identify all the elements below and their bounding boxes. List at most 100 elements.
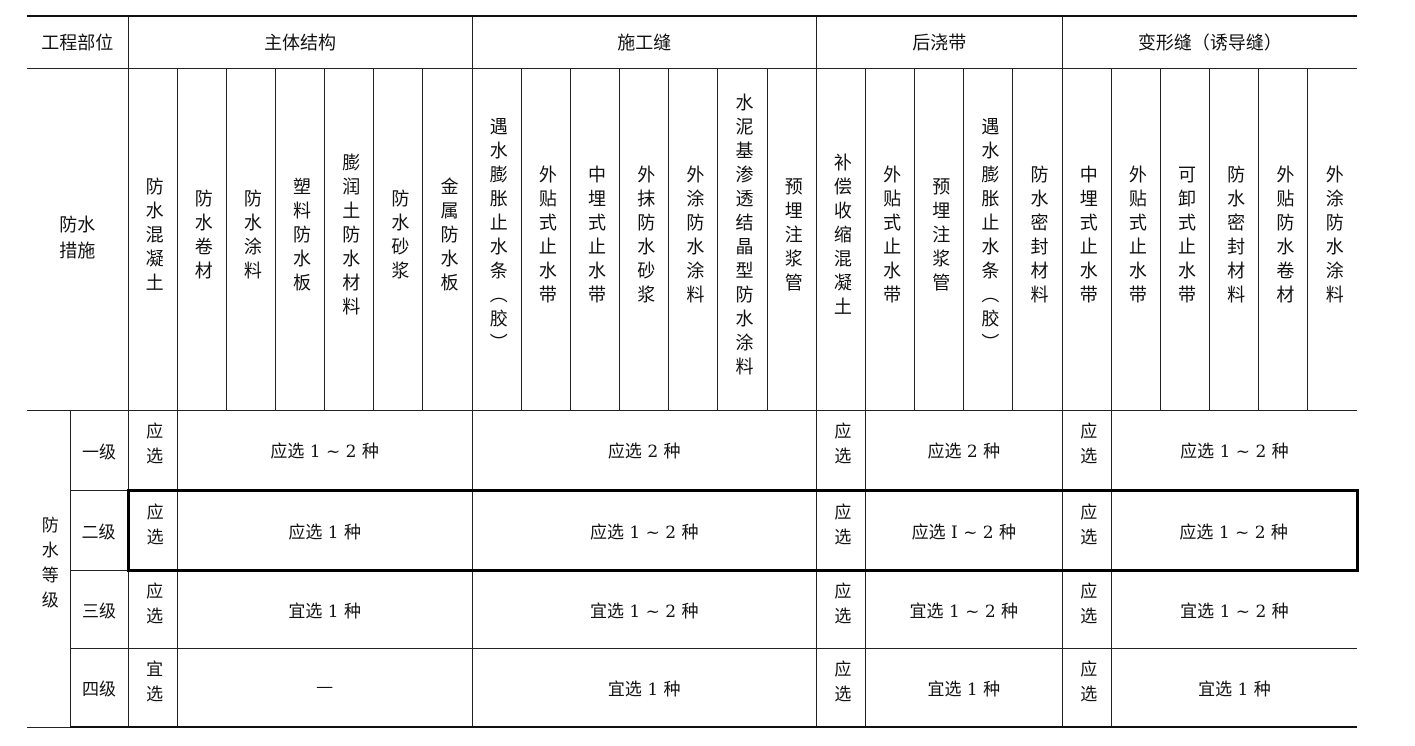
requirement-cell: 应选 1 ~ 2 种: [471, 488, 817, 572]
requirement-text: 应选: [830, 422, 851, 472]
requirement-cell: 宜选: [127, 647, 178, 728]
measure-header-cell: 金属防水板: [422, 67, 473, 411]
requirement-cell: 应选: [126, 488, 178, 572]
requirement-cell: 应选 1 ~ 2 种: [1110, 488, 1359, 572]
requirement-cell: 应选: [815, 569, 866, 649]
measure-header-cell: 防水密封材料: [1209, 67, 1260, 411]
requirement-text: 应选: [830, 659, 851, 710]
requirement-text: 应选: [830, 582, 851, 632]
measure-header-cell: 外贴防水卷材: [1258, 67, 1309, 411]
measure-name: 水泥基渗透结晶型防水涂料: [732, 92, 754, 381]
group-main-structure: 主体结构: [127, 15, 473, 69]
waterproofing-table: 工程部位 主体结构 施工缝 后浇带 变形缝（诱导缝） 防水措施 防水混凝土 防水卷…: [27, 15, 1359, 728]
requirement-cell: 宜选 1 ~ 2 种: [1110, 569, 1358, 649]
measure-name: 防水砂浆: [388, 188, 410, 285]
measure-header-cell: 外涂防水涂料: [1307, 67, 1358, 411]
requirement-text: 应选: [1076, 502, 1097, 553]
requirement-text: 应选: [142, 582, 163, 632]
requirement-text: 应选: [1076, 659, 1097, 710]
measure-header-cell: 防水涂料: [225, 67, 276, 411]
requirement-cell: 应选 2 种: [864, 409, 1063, 491]
measure-name: 膨润土防水材料: [339, 152, 361, 321]
requirement-cell: 应选: [815, 647, 866, 728]
measure-name: 补偿收缩混凝土: [830, 152, 852, 321]
measure-name: 金属防水板: [437, 176, 459, 297]
measure-header-cell: 外抹防水砂浆: [619, 67, 670, 411]
measure-name: 外涂防水涂料: [1322, 164, 1344, 309]
requirement-text: 应选: [830, 502, 851, 553]
requirement-cell: 应选 I ~ 2 种: [864, 488, 1063, 572]
requirement-cell: 宜选 1 种: [176, 569, 473, 649]
measure-name: 外贴防水卷材: [1273, 164, 1295, 309]
measure-name: 外贴式止水带: [535, 164, 557, 309]
measure-header-cell: 中埋式止水带: [569, 67, 621, 411]
requirement-cell: 应选 2 种: [471, 409, 817, 491]
measure-label: 防水措施: [59, 215, 96, 262]
measure-name: 防水涂料: [240, 188, 262, 285]
group-construction-joint: 施工缝: [471, 15, 817, 69]
measure-name: 塑料防水板: [290, 176, 312, 297]
grade-level: 二级: [69, 489, 129, 571]
measure-name: 遇水膨胀止水条（胶）: [978, 116, 1000, 357]
requirement-cell: 宜选 1 种: [864, 647, 1063, 728]
requirement-cell: 应选: [1061, 647, 1112, 728]
measure-header-cell: 外贴式止水带: [864, 67, 916, 411]
requirement-cell: 应选 1 ~ 2 种: [176, 409, 473, 491]
measure-name: 可卸式止水带: [1175, 164, 1196, 309]
measure-header-cell: 防水密封材料: [1012, 67, 1063, 411]
measure-header-cell: 中埋式止水带: [1061, 67, 1112, 411]
measure-header-cell: 塑料防水板: [274, 67, 326, 411]
measure-header-cell: 水泥基渗透结晶型防水涂料: [717, 67, 768, 411]
measure-header-cell: 防水混凝土: [127, 67, 178, 411]
grade-level: 一级: [69, 409, 129, 491]
measure-name: 遇水膨胀止水条（胶）: [486, 116, 508, 357]
part-label: 工程部位: [27, 15, 129, 69]
measure-name: 防水密封材料: [1224, 164, 1246, 309]
grade-label-cell: 防水等级: [27, 409, 71, 728]
measure-name: 外抹防水砂浆: [634, 164, 656, 309]
requirement-cell: 应选: [1061, 488, 1112, 572]
measure-name: 预埋注浆管: [929, 176, 951, 297]
group-deformation-joint: 变形缝（诱导缝）: [1061, 15, 1358, 69]
measure-name: 外贴式止水带: [880, 164, 902, 309]
measure-name: 防水密封材料: [1027, 164, 1049, 309]
requirement-text: 应选: [1076, 422, 1097, 472]
measure-header-cell: 防水砂浆: [373, 67, 424, 411]
requirement-cell: 应选: [127, 569, 178, 649]
measure-name: 防水卷材: [191, 188, 213, 285]
requirement-cell: 应选: [815, 488, 866, 572]
measure-header-cell: 可卸式止水带: [1159, 67, 1211, 411]
requirement-cell: 宜选 1 ~ 2 种: [864, 569, 1063, 649]
requirement-cell: 宜选 1 ~ 2 种: [471, 569, 817, 649]
requirement-cell: 应选 1 ~ 2 种: [1110, 409, 1358, 491]
measure-header-cell: 外涂防水涂料: [668, 67, 719, 411]
measure-header-cell: 遇水膨胀止水条（胶）: [963, 67, 1014, 411]
measure-name: 外贴式止水带: [1125, 164, 1147, 309]
measure-label-cell: 防水措施: [27, 67, 129, 411]
measure-header-cell: 外贴式止水带: [1110, 67, 1161, 411]
requirement-text: 应选: [142, 502, 163, 553]
requirement-text: 应选: [142, 422, 163, 472]
requirement-cell: 应选: [1061, 409, 1112, 491]
grade-label: 防水等级: [37, 516, 58, 616]
measure-name: 外涂防水涂料: [683, 164, 705, 309]
requirement-cell: 应选: [815, 409, 866, 491]
measure-name: 中埋式止水带: [585, 164, 607, 309]
measure-name: 中埋式止水带: [1076, 164, 1098, 309]
requirement-cell: 宜选 1 种: [471, 647, 817, 728]
group-post-pour-strip: 后浇带: [815, 15, 1063, 69]
requirement-cell: 应选: [1061, 569, 1112, 649]
measure-name: 预埋注浆管: [781, 176, 803, 297]
measure-header-cell: 外贴式止水带: [520, 67, 571, 411]
measure-header-cell: 遇水膨胀止水条（胶）: [471, 67, 522, 411]
requirement-text: 宜选: [142, 659, 163, 710]
measure-header-cell: 膨润土防水材料: [324, 67, 375, 411]
measure-header-cell: 预埋注浆管: [766, 67, 817, 411]
requirement-text: 应选: [1076, 582, 1097, 632]
grade-level: 三级: [69, 569, 129, 649]
measure-header-cell: 补偿收缩混凝土: [815, 67, 866, 411]
grade-level: 四级: [69, 647, 129, 728]
requirement-cell: —: [176, 647, 473, 728]
measure-header-cell: 预埋注浆管: [914, 67, 965, 411]
measure-name: 防水混凝土: [142, 176, 164, 297]
